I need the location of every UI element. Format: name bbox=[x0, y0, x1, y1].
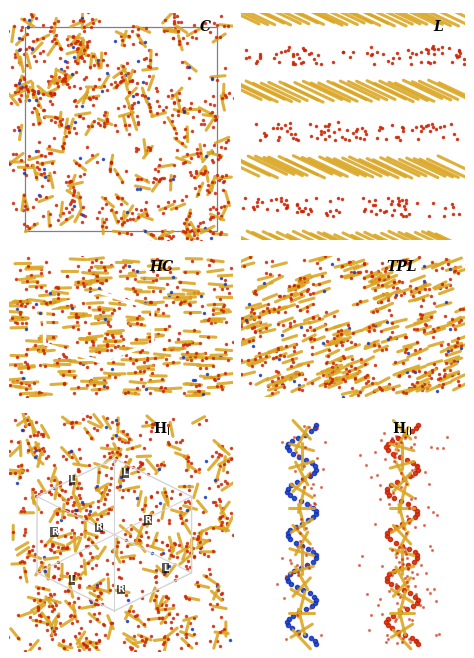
Bar bbox=[25, 27, 217, 231]
Text: R: R bbox=[118, 585, 125, 594]
Text: R: R bbox=[95, 523, 102, 532]
Text: H$_{\rm II}$: H$_{\rm II}$ bbox=[392, 420, 412, 438]
Text: L: L bbox=[433, 20, 443, 34]
Text: L: L bbox=[69, 475, 75, 484]
Text: HC: HC bbox=[149, 261, 173, 274]
Text: R: R bbox=[145, 516, 151, 525]
Text: L: L bbox=[163, 563, 168, 572]
Text: L: L bbox=[69, 576, 75, 584]
Text: R: R bbox=[51, 528, 57, 537]
Text: C: C bbox=[201, 20, 211, 34]
Text: H$_{\rm I}$: H$_{\rm I}$ bbox=[153, 420, 170, 438]
Text: L: L bbox=[123, 468, 128, 477]
Text: TPL: TPL bbox=[387, 261, 417, 274]
